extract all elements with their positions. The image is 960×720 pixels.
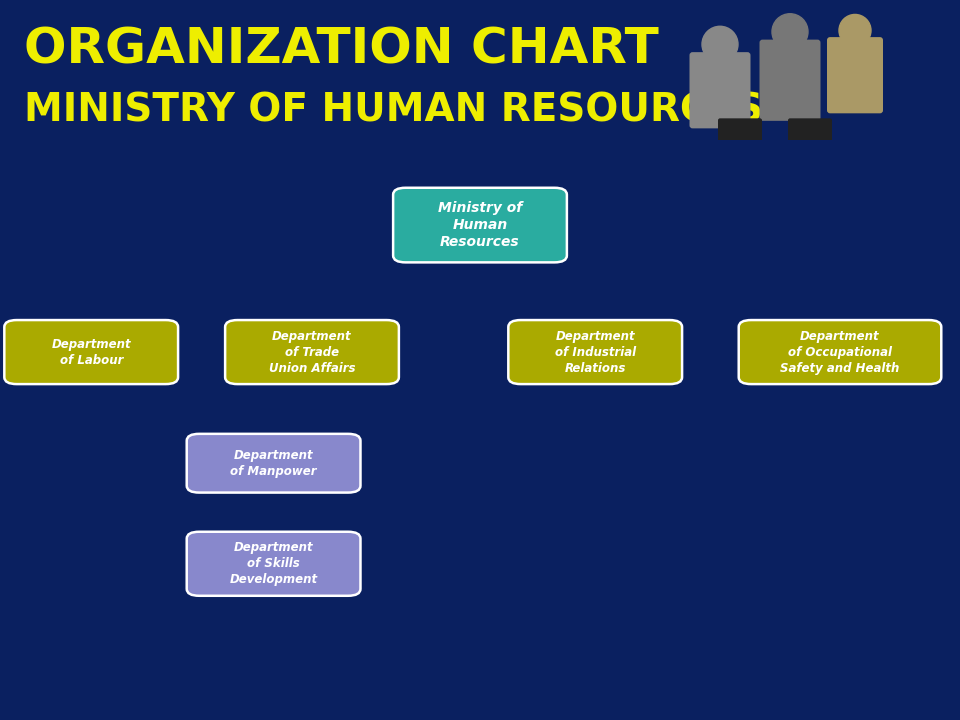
FancyBboxPatch shape — [759, 40, 821, 121]
Text: Department
of Occupational
Safety and Health: Department of Occupational Safety and He… — [780, 330, 900, 374]
Text: ORGANIZATION CHART: ORGANIZATION CHART — [24, 25, 659, 73]
FancyBboxPatch shape — [718, 118, 762, 143]
FancyBboxPatch shape — [509, 320, 682, 384]
Text: Department
of Labour: Department of Labour — [52, 338, 131, 366]
Circle shape — [839, 14, 871, 47]
FancyBboxPatch shape — [788, 118, 832, 143]
FancyBboxPatch shape — [827, 37, 883, 113]
FancyBboxPatch shape — [186, 532, 360, 595]
Circle shape — [772, 14, 808, 50]
FancyBboxPatch shape — [225, 320, 399, 384]
FancyBboxPatch shape — [186, 434, 360, 492]
Text: Department
of Industrial
Relations: Department of Industrial Relations — [555, 330, 636, 374]
Text: MINISTRY OF HUMAN RESOURCES: MINISTRY OF HUMAN RESOURCES — [24, 91, 763, 130]
FancyBboxPatch shape — [689, 52, 751, 128]
Text: All Rights Reserved: All Rights Reserved — [794, 690, 941, 704]
Text: Department
of Skills
Development: Department of Skills Development — [229, 541, 318, 586]
FancyBboxPatch shape — [394, 188, 566, 262]
FancyBboxPatch shape — [5, 320, 178, 384]
Circle shape — [702, 26, 738, 63]
FancyBboxPatch shape — [738, 320, 941, 384]
Text: Department
of Manpower: Department of Manpower — [230, 449, 317, 477]
Text: Ministry of
Human
Resources: Ministry of Human Resources — [438, 201, 522, 249]
Text: Department
of Trade
Union Affairs: Department of Trade Union Affairs — [269, 330, 355, 374]
Text: DrNeezamNoorFKPUSIM2014: DrNeezamNoorFKPUSIM2014 — [19, 690, 237, 704]
